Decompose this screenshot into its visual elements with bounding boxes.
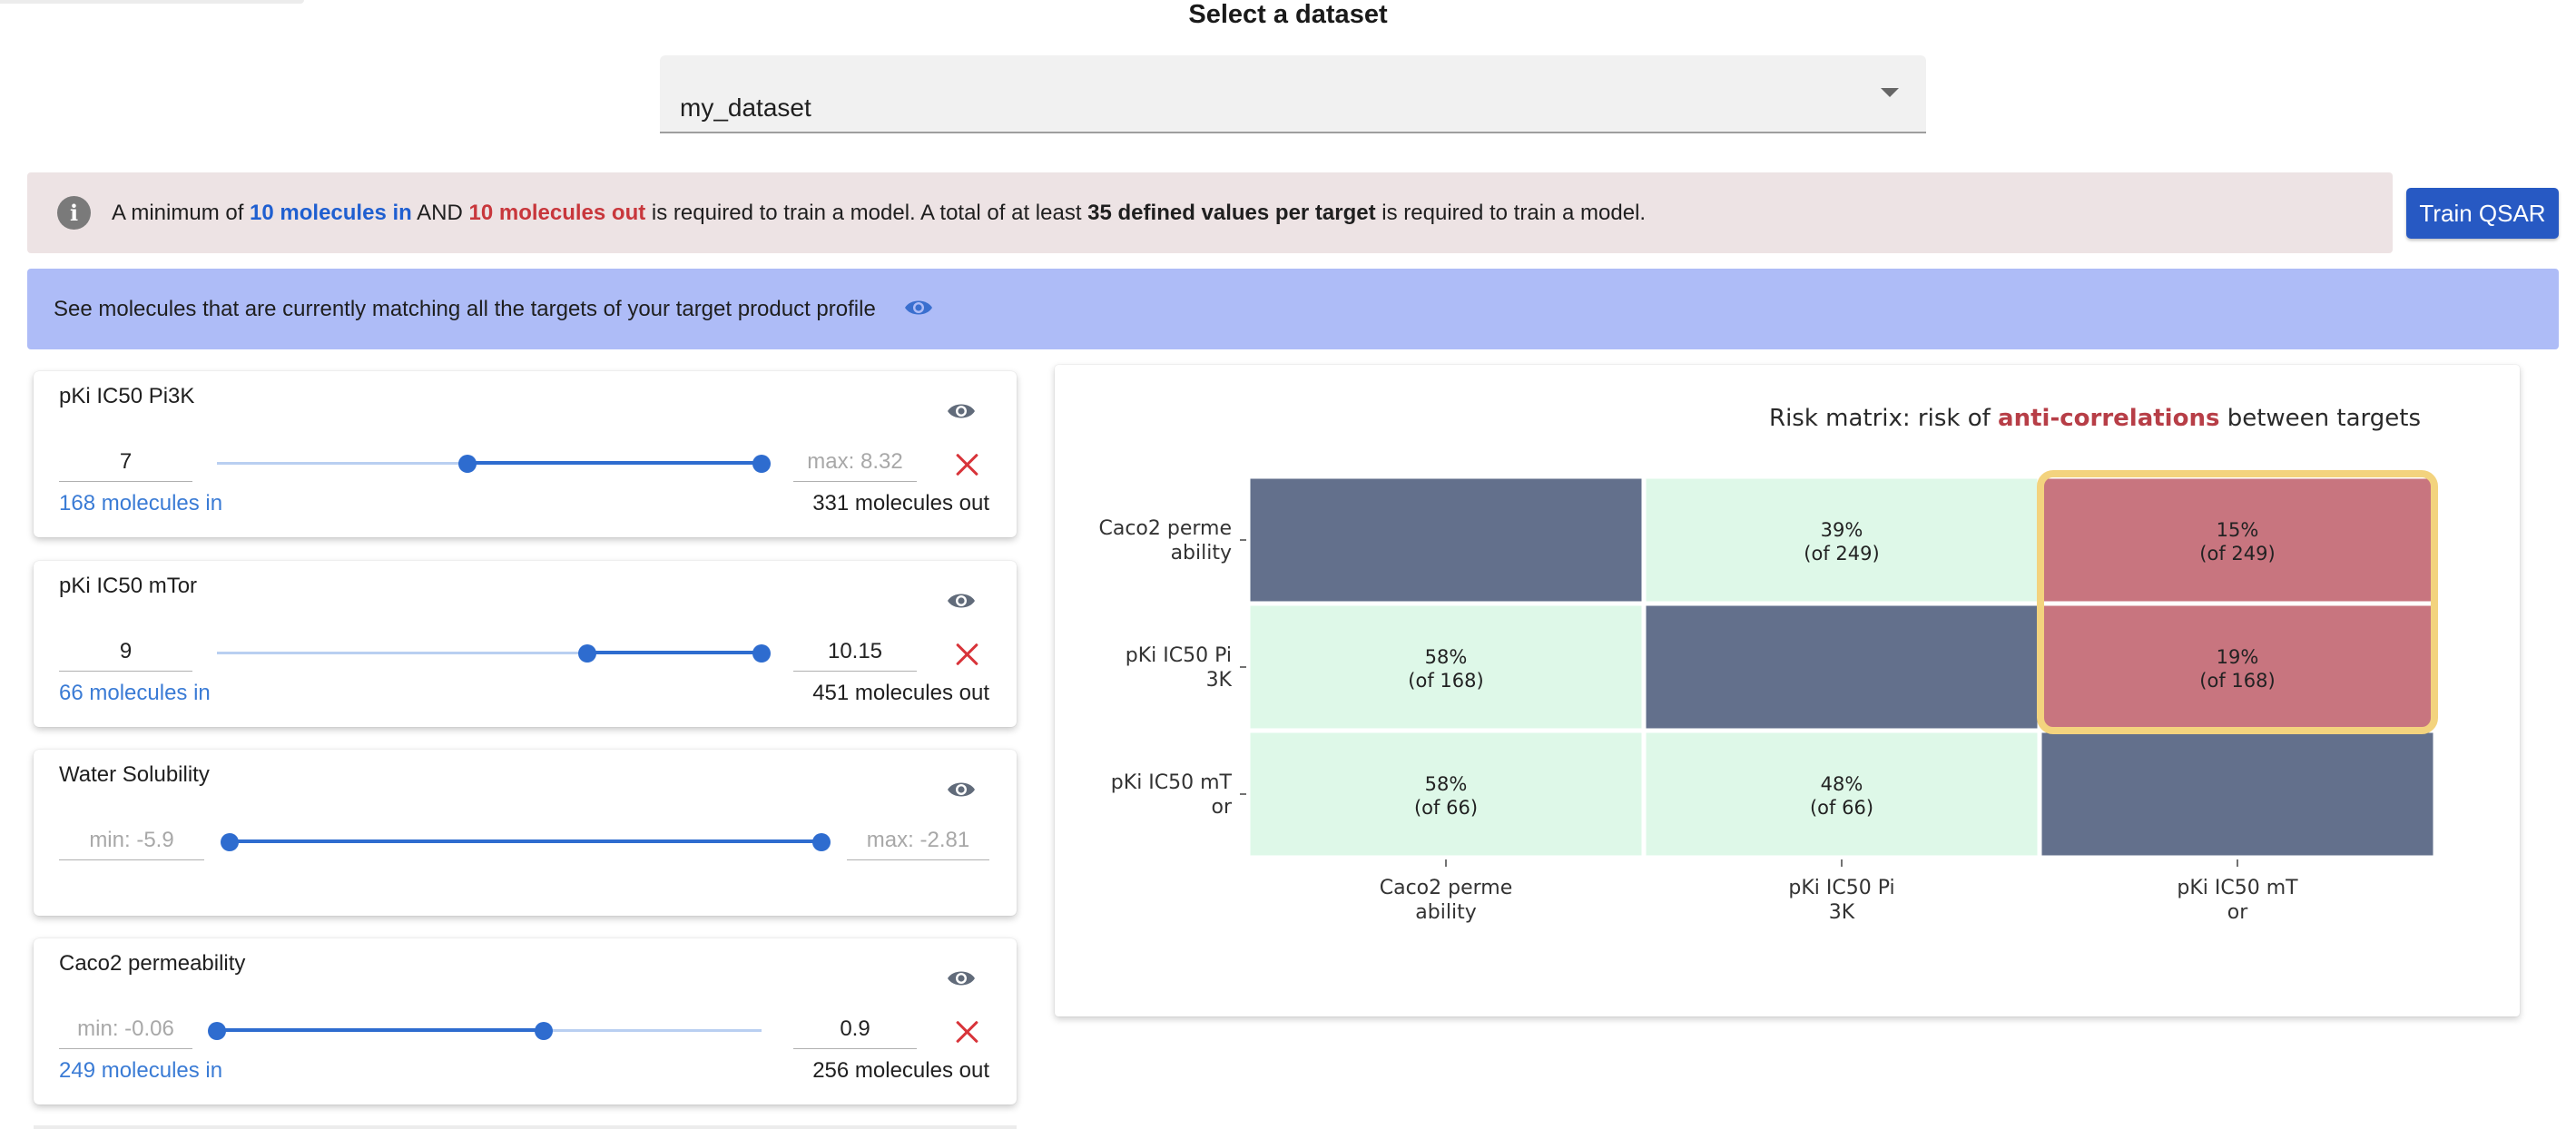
molecules-out-requirement: 10 molecules out bbox=[468, 201, 646, 225]
slider-min-handle[interactable] bbox=[221, 833, 239, 851]
molecules-out-count: 331 molecules out bbox=[812, 491, 989, 515]
next-card-edge bbox=[34, 1125, 1017, 1129]
info-icon: i bbox=[57, 196, 91, 230]
matrix-cell bbox=[2041, 732, 2433, 856]
target-name: Water Solubility bbox=[59, 762, 210, 787]
matching-molecules-text: See molecules that are currently matchin… bbox=[54, 297, 876, 321]
range-slider[interactable] bbox=[208, 1022, 762, 1040]
slider-max-handle[interactable] bbox=[535, 1022, 553, 1040]
matrix-cell bbox=[1250, 732, 1642, 856]
eye-icon[interactable] bbox=[947, 967, 976, 989]
dataset-select[interactable]: my_dataset bbox=[660, 55, 1926, 133]
cell-count: (of 66) bbox=[1414, 797, 1478, 819]
page-title: Select a dataset bbox=[1188, 0, 1388, 29]
target-name: pKi IC50 Pi3K bbox=[59, 384, 195, 408]
risk-highlight-outline bbox=[2037, 470, 2438, 734]
column-label: Caco2 perme ability bbox=[1380, 877, 1513, 924]
cell-percentage: 58% bbox=[1425, 773, 1468, 795]
matrix-cell bbox=[1646, 732, 2038, 856]
cell-count: (of 168) bbox=[2199, 670, 2275, 692]
cell-percentage: 58% bbox=[1425, 646, 1468, 668]
max-value-input[interactable]: max: 8.32 bbox=[793, 444, 917, 482]
max-value-input[interactable]: 10.15 bbox=[793, 633, 917, 672]
risk-matrix-chart: Risk matrix: risk of anti-correlations b… bbox=[1098, 405, 2438, 924]
cell-count: (of 168) bbox=[1408, 670, 1483, 692]
column-label: pKi IC50 Pi 3K bbox=[1788, 877, 1894, 924]
target-card-caco2-permeability: Caco2 permeability min: -0.06 0.9 249 mo… bbox=[34, 938, 1017, 1104]
close-icon[interactable] bbox=[955, 643, 978, 666]
cell-count: (of 66) bbox=[1810, 797, 1873, 819]
molecules-out-count: 451 molecules out bbox=[812, 681, 989, 705]
risk-matrix-card: Risk matrix: risk of anti-correlations b… bbox=[1055, 365, 2520, 1016]
slider-max-handle[interactable] bbox=[752, 644, 771, 663]
molecules-in-count[interactable]: 249 molecules in bbox=[59, 1058, 223, 1083]
eye-icon[interactable] bbox=[947, 400, 976, 422]
cell-percentage: 48% bbox=[1821, 773, 1863, 795]
min-value-input[interactable]: min: -0.06 bbox=[59, 1011, 192, 1049]
matrix-cell bbox=[1646, 478, 2038, 602]
target-name: pKi IC50 mTor bbox=[59, 574, 198, 598]
slider-max-handle[interactable] bbox=[812, 833, 831, 851]
slider-max-handle[interactable] bbox=[752, 455, 771, 473]
target-card-water-solubility: Water Solubility min: -5.9 max: -2.81 bbox=[34, 750, 1017, 916]
min-value-input[interactable]: 9 bbox=[59, 633, 192, 672]
eye-icon[interactable] bbox=[947, 590, 976, 612]
slider-min-handle[interactable] bbox=[208, 1022, 226, 1040]
dataset-select-value: my_dataset bbox=[680, 93, 811, 122]
cell-percentage: 15% bbox=[2217, 519, 2259, 541]
matrix-cell bbox=[2041, 605, 2433, 729]
slider-min-handle[interactable] bbox=[458, 455, 477, 473]
info-banner-text: A minimum of 10 molecules in AND 10 mole… bbox=[112, 201, 1647, 225]
matrix-cell bbox=[1646, 605, 2038, 729]
molecules-out-count: 256 molecules out bbox=[812, 1058, 989, 1083]
cell-count: (of 249) bbox=[2199, 543, 2275, 564]
min-value-input[interactable]: min: -5.9 bbox=[59, 822, 204, 860]
chart-title: Risk matrix: risk of anti-correlations b… bbox=[1769, 405, 2421, 432]
cell-percentage: 19% bbox=[2217, 646, 2259, 668]
range-slider[interactable] bbox=[217, 455, 771, 473]
molecules-in-requirement: 10 molecules in bbox=[250, 201, 412, 225]
eye-icon[interactable] bbox=[904, 297, 933, 319]
slider-min-handle[interactable] bbox=[578, 644, 596, 663]
molecules-in-count[interactable]: 66 molecules in bbox=[59, 681, 211, 705]
max-value-input[interactable]: 0.9 bbox=[793, 1011, 917, 1049]
matrix-cell bbox=[1250, 605, 1642, 729]
info-banner: i A minimum of 10 molecules in AND 10 mo… bbox=[27, 172, 2393, 253]
max-value-input[interactable]: max: -2.81 bbox=[847, 822, 989, 860]
close-icon[interactable] bbox=[955, 453, 978, 476]
top-panel-edge bbox=[0, 0, 304, 4]
defined-values-requirement: 35 defined values per target bbox=[1087, 201, 1376, 225]
range-slider[interactable] bbox=[221, 833, 831, 851]
cell-percentage: 39% bbox=[1821, 519, 1863, 541]
row-label: pKi IC50 mT or bbox=[1111, 771, 1233, 819]
target-card-pki-ic50-mtor: pKi IC50 mTor 9 10.15 66 molecules in 45… bbox=[34, 561, 1017, 727]
train-qsar-button[interactable]: Train QSAR bbox=[2406, 188, 2559, 239]
cell-count: (of 249) bbox=[1804, 543, 1879, 564]
row-label: Caco2 perme ability bbox=[1098, 517, 1232, 564]
row-label: pKi IC50 Pi 3K bbox=[1126, 644, 1233, 692]
eye-icon[interactable] bbox=[947, 779, 976, 800]
target-name: Caco2 permeability bbox=[59, 951, 246, 976]
range-slider[interactable] bbox=[217, 644, 771, 663]
chevron-down-icon bbox=[1881, 88, 1899, 97]
min-value-input[interactable]: 7 bbox=[59, 444, 192, 482]
target-card-pki-ic50-pi3k: pKi IC50 Pi3K 7 max: 8.32 168 molecules … bbox=[34, 371, 1017, 537]
molecules-in-count[interactable]: 168 molecules in bbox=[59, 491, 223, 515]
matching-molecules-banner: See molecules that are currently matchin… bbox=[27, 269, 2559, 349]
matrix-cell bbox=[2041, 478, 2433, 602]
column-label: pKi IC50 mT or bbox=[2177, 877, 2298, 924]
close-icon[interactable] bbox=[955, 1020, 978, 1044]
matrix-cell bbox=[1250, 478, 1642, 602]
